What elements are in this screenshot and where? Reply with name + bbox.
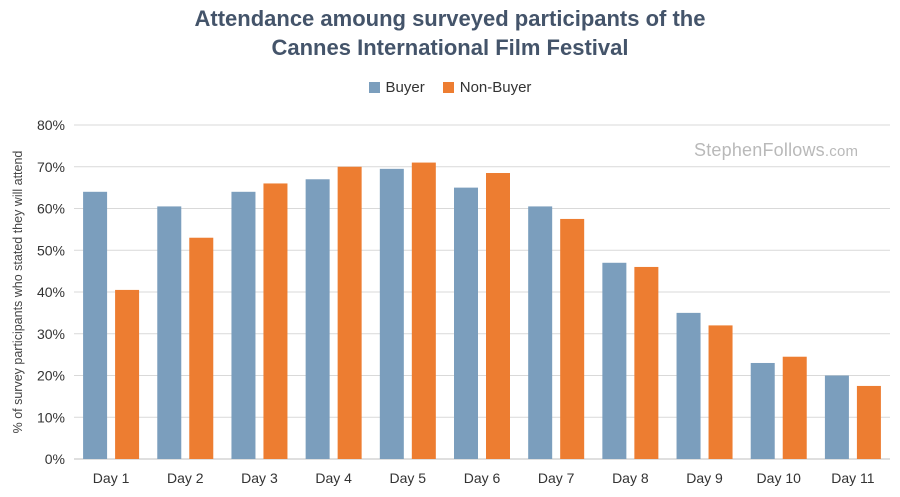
bar-non-buyer [263, 183, 288, 459]
x-tick-label: Day 2 [167, 470, 204, 486]
bar-buyer [750, 362, 775, 459]
x-tick-label: Day 9 [686, 470, 723, 486]
legend: Buyer Non-Buyer [0, 79, 900, 96]
legend-item-non-buyer: Non-Buyer [442, 79, 532, 96]
chart-title: Attendance amoung surveyed participants … [0, 4, 900, 62]
bar-buyer [379, 168, 404, 459]
y-tick-label: 20% [37, 368, 65, 384]
y-tick-label: 10% [37, 409, 65, 425]
y-tick-label: 70% [37, 159, 65, 175]
bar-buyer [305, 179, 330, 459]
watermark-main: StephenFollows [694, 140, 825, 160]
x-tick-label: Day 7 [538, 470, 575, 486]
legend-item-buyer: Buyer [368, 79, 425, 96]
x-tick-label: Day 6 [464, 470, 501, 486]
bar-non-buyer [189, 237, 214, 459]
y-tick-label: 30% [37, 326, 65, 342]
bar-buyer [602, 262, 627, 459]
bar-non-buyer [708, 325, 733, 459]
x-tick-label: Day 1 [93, 470, 130, 486]
chart-title-line-1: Attendance amoung surveyed participants … [194, 6, 706, 31]
x-tick-label: Day 5 [390, 470, 427, 486]
x-tick-label: Day 10 [757, 470, 802, 486]
y-tick-label: 60% [37, 201, 65, 217]
bar-buyer [157, 206, 182, 459]
watermark: StephenFollows.com [694, 140, 858, 161]
legend-label-buyer: Buyer [385, 79, 425, 96]
bar-buyer [528, 206, 553, 459]
bar-non-buyer [115, 289, 140, 459]
y-tick-label: 80% [37, 117, 65, 133]
chart-title-line-2: Cannes International Film Festival [271, 35, 629, 60]
x-tick-label: Day 11 [831, 470, 875, 486]
y-tick-label: 40% [37, 284, 65, 300]
x-tick-label: Day 4 [315, 470, 352, 486]
y-tick-label: 0% [45, 451, 65, 467]
bar-non-buyer [782, 356, 807, 459]
bar-non-buyer [337, 166, 362, 459]
bar-buyer [824, 375, 849, 459]
watermark-suffix: .com [824, 143, 859, 160]
bar-non-buyer [856, 385, 881, 459]
bar-non-buyer [486, 173, 510, 459]
bar-non-buyer [411, 162, 436, 459]
legend-swatch-buyer [368, 82, 380, 93]
bar-non-buyer [634, 266, 659, 459]
x-tick-label: Day 3 [241, 470, 278, 486]
legend-swatch-non-buyer [442, 82, 454, 93]
x-tick-label: Day 8 [612, 470, 649, 486]
bar-buyer [231, 191, 256, 460]
bar-buyer [454, 187, 478, 459]
bar-buyer [83, 191, 108, 460]
bar-buyer [676, 312, 701, 459]
bar-non-buyer [560, 218, 585, 459]
y-tick-label: 50% [37, 242, 65, 258]
legend-label-non-buyer: Non-Buyer [459, 79, 532, 96]
